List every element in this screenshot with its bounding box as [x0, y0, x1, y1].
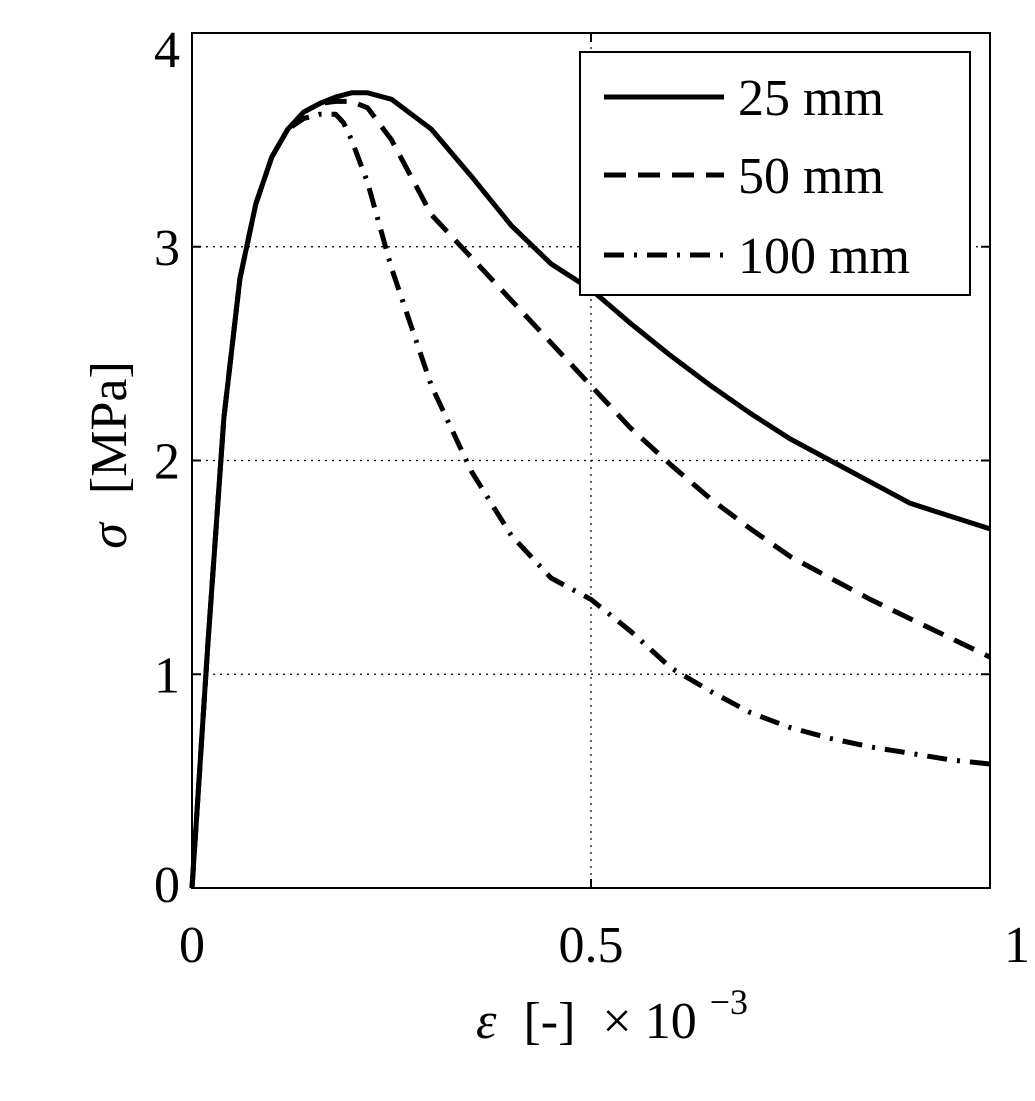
x-tick-label-1: 0.5	[559, 917, 624, 974]
series-line-0	[189, 90, 991, 889]
y-axis-symbol: σ	[81, 521, 138, 549]
y-axis-label: σ [MPa]	[81, 361, 138, 549]
x-tick-label-0: 0	[179, 917, 205, 974]
y-tick-label-0: 0	[154, 857, 180, 914]
series-lines	[189, 90, 992, 889]
legend-label-0: 25 mm	[738, 70, 884, 127]
x-tick-label-2: 1	[1004, 917, 1030, 974]
series-line-2	[189, 111, 991, 889]
series-line-1	[189, 98, 992, 889]
legend-label-1: 50 mm	[738, 148, 884, 205]
y-tick-label-2: 2	[154, 434, 180, 491]
y-tick-label-4: 4	[154, 22, 180, 79]
axis-ticks	[191, 32, 991, 889]
x-axis-label: ε [-] × 10 −3	[476, 982, 748, 1050]
tick-labels: 0 0.5 1 0 1 2 3 4	[154, 22, 1030, 974]
x-axis-symbol: ε	[476, 993, 497, 1050]
y-tick-label-3: 3	[154, 220, 180, 277]
legend-label-2: 100 mm	[738, 228, 910, 285]
y-tick-label-1: 1	[154, 647, 180, 704]
x-axis-unit: [-]	[523, 993, 575, 1050]
x-axis-exponent: −3	[710, 982, 748, 1022]
x-axis-multiplier: × 10	[602, 993, 696, 1050]
y-axis-unit: [MPa]	[81, 361, 138, 494]
legend: 25 mm 50 mm 100 mm	[579, 51, 971, 296]
